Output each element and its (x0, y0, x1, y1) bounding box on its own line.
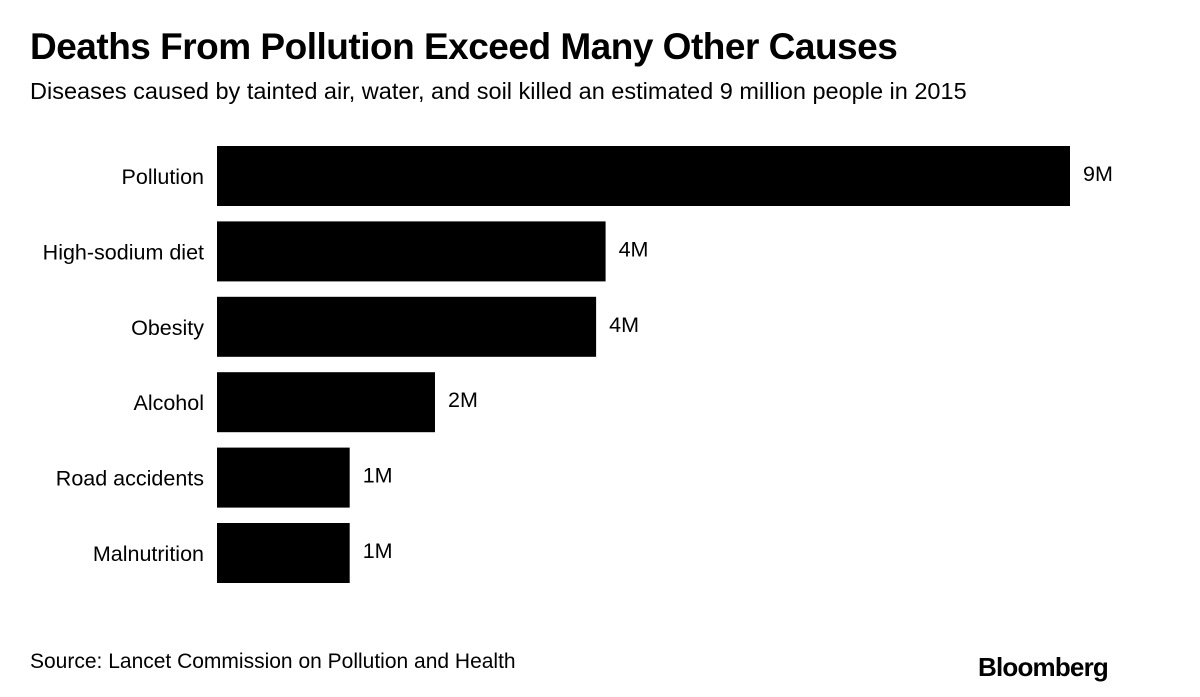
value-label-pollution: 9M (1083, 162, 1113, 186)
value-label-malnutrition: 1M (363, 539, 393, 563)
category-label-road-accidents: Road accidents (56, 467, 204, 491)
bar-malnutrition (217, 523, 350, 583)
bar-obesity (217, 296, 597, 357)
bloomberg-logo: Bloomberg (977, 652, 1109, 682)
bar-road-accidents (217, 447, 350, 508)
bar-high-sodium-diet (217, 221, 606, 282)
value-label-obesity: 4M (609, 313, 639, 337)
value-label-road-accidents: 1M (363, 464, 393, 488)
value-label-alcohol: 2M (448, 388, 478, 412)
source-note: Source: Lancet Commission on Pollution a… (30, 650, 516, 673)
bar-alcohol (217, 372, 435, 433)
category-label-pollution: Pollution (122, 165, 204, 189)
value-label-high-sodium-diet: 4M (619, 237, 649, 261)
category-label-alcohol: Alcohol (133, 391, 204, 415)
bars-group: Pollution 9M High-sodium diet 4M Obesity 4M Al… (43, 146, 1113, 583)
category-label-malnutrition: Malnutrition (93, 542, 204, 566)
category-label-high-sodium-diet: High-sodium diet (43, 240, 204, 264)
chart-title: Deaths From Pollution Exceed Many Other … (30, 26, 898, 67)
bar-pollution (217, 146, 1070, 206)
category-label-obesity: Obesity (131, 316, 204, 340)
chart-subtitle: Diseases caused by tainted air, water, a… (30, 78, 967, 104)
